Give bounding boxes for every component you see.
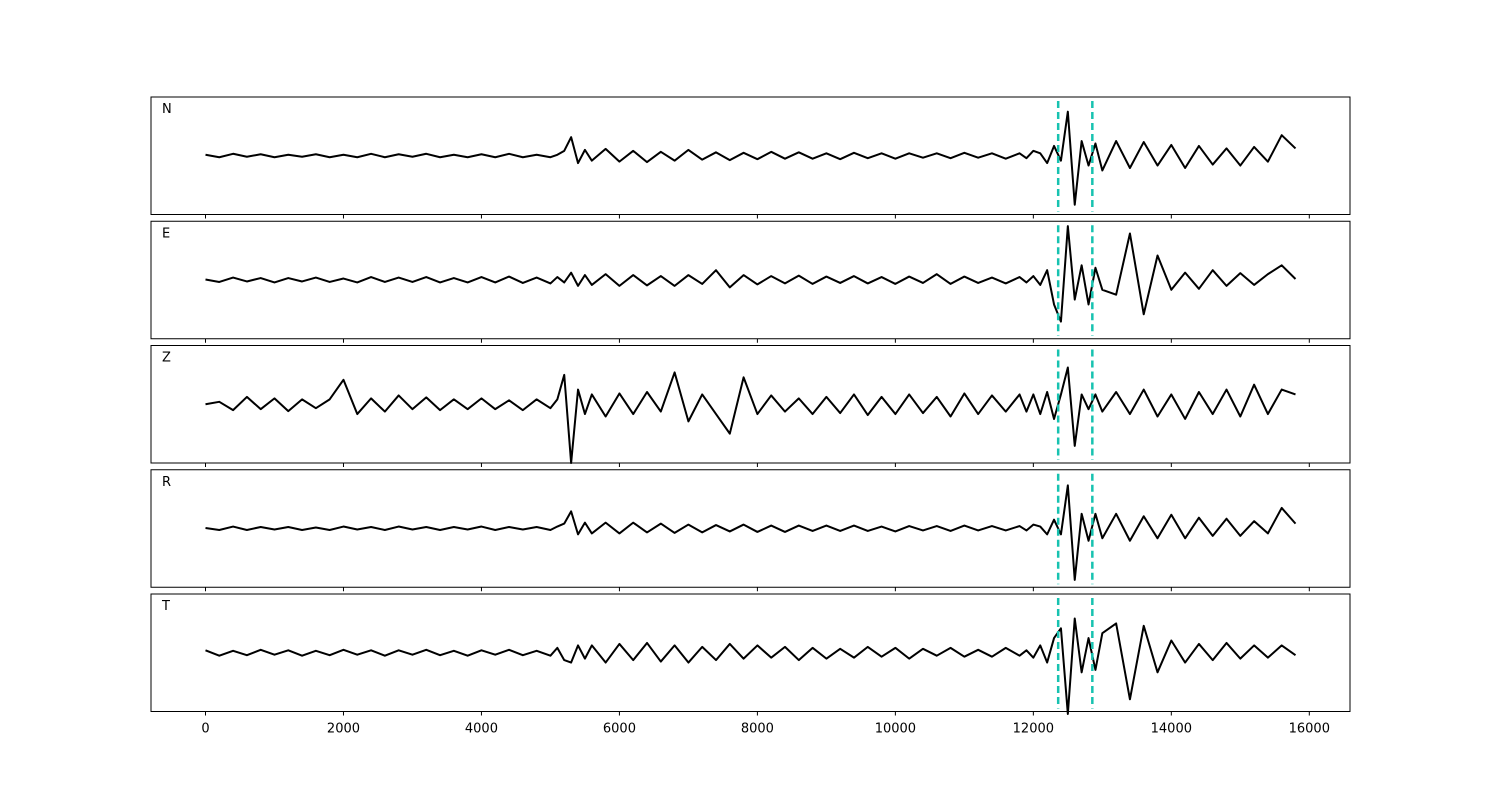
x-tick-label: 0 [201, 722, 209, 737]
x-tick-label: 2000 [327, 722, 360, 737]
trace [205, 617, 1297, 715]
panel-label: N [162, 102, 172, 117]
panel-label: E [162, 226, 170, 241]
x-tick-label: 8000 [741, 722, 774, 737]
x-tick-label: 12000 [1013, 722, 1054, 737]
panel-frame [150, 345, 1351, 464]
panel-frame [150, 96, 1351, 215]
x-tick-label: 6000 [603, 722, 636, 737]
panel-label: T [161, 599, 170, 614]
x-tick-label: 16000 [1289, 722, 1330, 737]
panel-frame [150, 593, 1351, 712]
x-tick-label: 4000 [465, 722, 498, 737]
trace [205, 484, 1297, 581]
trace [205, 225, 1297, 323]
x-tick-label: 14000 [1151, 722, 1192, 737]
trace [205, 366, 1296, 464]
x-tick-label: 10000 [875, 722, 916, 737]
panel-frame [150, 220, 1351, 340]
trace [205, 110, 1297, 206]
panel-label: R [162, 475, 171, 490]
panel-frame [150, 469, 1351, 588]
panel-label: Z [162, 351, 171, 366]
